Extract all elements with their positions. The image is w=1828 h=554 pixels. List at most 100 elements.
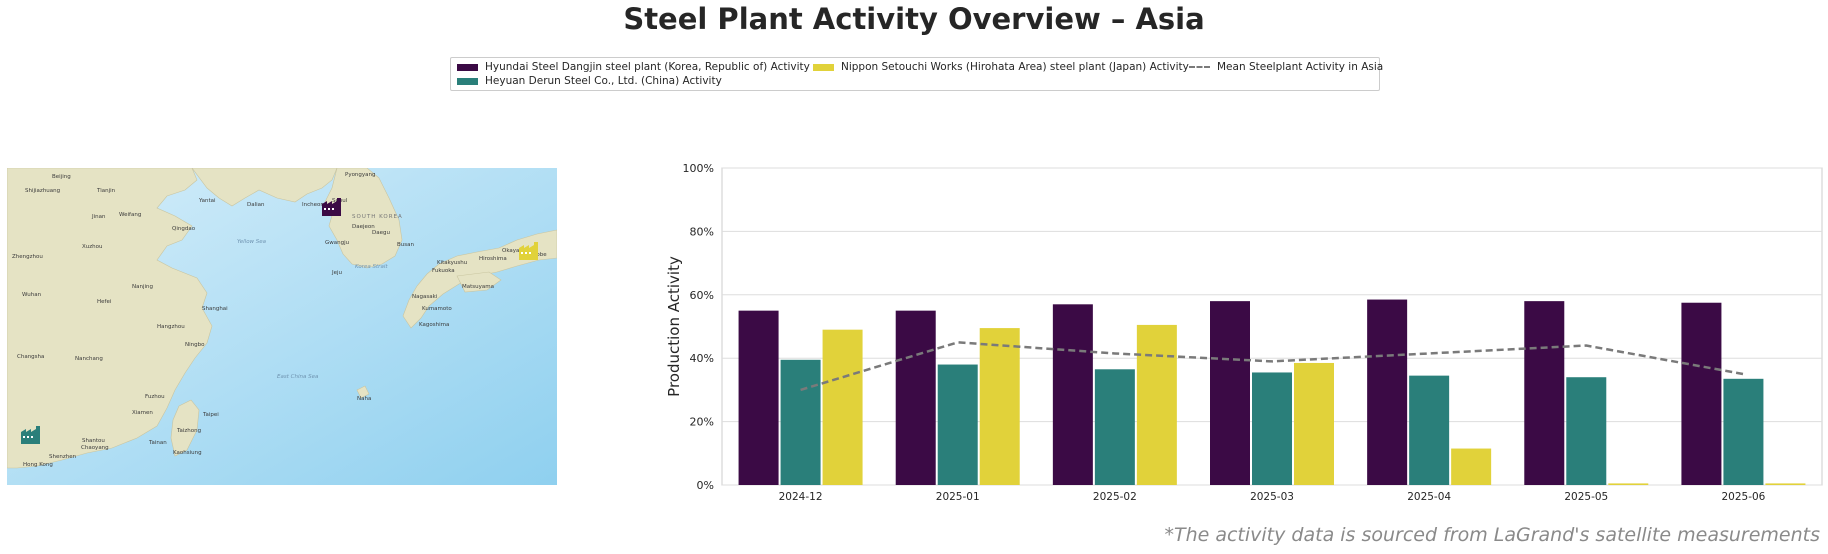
map-label: Zhengzhou bbox=[12, 254, 43, 260]
bar-heyuan bbox=[1409, 375, 1450, 485]
bar-hyundai bbox=[895, 310, 936, 485]
map-label: Changsha bbox=[17, 354, 44, 360]
legend-swatch-mean bbox=[1189, 66, 1210, 68]
factory-icon bbox=[519, 242, 538, 260]
map-label: Kitakyushu bbox=[437, 260, 467, 266]
map-label: Beijing bbox=[52, 174, 71, 180]
bar-hyundai bbox=[1367, 299, 1408, 485]
map-label: Wuhan bbox=[22, 292, 42, 298]
map-label: Tainan bbox=[148, 440, 167, 446]
mean-activity-line bbox=[800, 341, 1744, 392]
map-label: Qingdao bbox=[172, 226, 196, 232]
map-label: Shantou bbox=[82, 438, 105, 444]
map-label: Tianjin bbox=[96, 188, 116, 194]
legend-label-nippon: Nippon Setouchi Works (Hirohata Area) st… bbox=[841, 61, 1189, 73]
map-label: Weifang bbox=[119, 212, 141, 218]
map-label: Nanjing bbox=[132, 284, 153, 290]
bar-nippon bbox=[979, 328, 1020, 485]
map-label: Shenzhen bbox=[49, 454, 77, 460]
legend-swatch-hyundai bbox=[457, 63, 478, 71]
x-tick-label: 2025-05 bbox=[1564, 491, 1608, 503]
x-tick-label: 2025-02 bbox=[1093, 491, 1137, 503]
map-label: Hangzhou bbox=[157, 324, 185, 330]
map-label: Pyongyang bbox=[345, 172, 376, 178]
map-label: Kagoshima bbox=[419, 322, 449, 328]
bar-heyuan bbox=[1723, 378, 1764, 485]
factory-icon bbox=[21, 426, 40, 444]
map-label: Jeju bbox=[331, 270, 342, 276]
bar-nippon bbox=[822, 329, 863, 485]
bar-nippon bbox=[1608, 483, 1649, 485]
map-label: Taipei bbox=[202, 412, 219, 418]
map-land-liaodong bbox=[191, 168, 338, 207]
map-label: Kaohsiung bbox=[173, 450, 202, 456]
map-label: Shanghai bbox=[202, 306, 228, 312]
map-label: Kumamoto bbox=[422, 306, 452, 312]
y-tick-label: 0% bbox=[697, 479, 714, 492]
chart-legend: Hyundai Steel Dangjin steel plant (Korea… bbox=[450, 57, 1383, 91]
x-tick-label: 2025-03 bbox=[1250, 491, 1294, 503]
map-label: Hiroshima bbox=[479, 256, 507, 262]
map-label: Fukuoka bbox=[432, 268, 455, 274]
bar-hyundai bbox=[1681, 302, 1722, 485]
chart-title: Steel Plant Activity Overview – Asia bbox=[623, 2, 1205, 36]
legend-item-mean: Mean Steelplant Activity in Asia bbox=[1189, 61, 1383, 73]
map-label: Shijiazhuang bbox=[25, 188, 60, 194]
legend-item-hyundai: Hyundai Steel Dangjin steel plant (Korea… bbox=[457, 61, 810, 73]
footnote: *The activity data is sourced from LaGra… bbox=[1164, 524, 1820, 546]
bar-hyundai bbox=[738, 310, 779, 485]
map-label: Yellow Sea bbox=[237, 239, 267, 245]
map-land-japan bbox=[402, 229, 557, 329]
legend-item-heyuan: Heyuan Derun Steel Co., Ltd. (China) Act… bbox=[457, 75, 722, 87]
bar-heyuan bbox=[780, 359, 821, 485]
bar-nippon bbox=[1294, 362, 1334, 485]
legend-label-hyundai: Hyundai Steel Dangjin steel plant (Korea… bbox=[485, 61, 810, 73]
map-label: Okayama bbox=[502, 248, 528, 254]
map-label: Taizhong bbox=[176, 428, 201, 434]
map-label: Daegu bbox=[372, 230, 390, 236]
map-label: Yantai bbox=[198, 198, 216, 204]
map-land-taiwan bbox=[170, 399, 200, 457]
legend-label-mean: Mean Steelplant Activity in Asia bbox=[1217, 61, 1384, 73]
map-label: Nagasaki bbox=[412, 294, 438, 300]
bar-hyundai bbox=[1052, 304, 1093, 485]
region-map: Beijing Tianjin Shijiazhuang Jinan Weifa… bbox=[7, 168, 557, 485]
map-land-shikoku bbox=[456, 271, 502, 293]
map-label: Korea Strait bbox=[355, 264, 388, 270]
map-label: Naha bbox=[357, 396, 371, 402]
map-label: Incheon bbox=[302, 202, 324, 208]
bar-heyuan bbox=[1094, 369, 1135, 485]
map-label: Hong Kong bbox=[23, 462, 53, 468]
bar-nippon bbox=[1451, 448, 1492, 485]
bar-hyundai bbox=[1524, 301, 1565, 485]
map-label: Matsuyama bbox=[462, 284, 494, 290]
map-land-okinawa bbox=[356, 385, 370, 399]
x-tick-label: 2024-12 bbox=[779, 491, 823, 503]
bar-hyundai bbox=[1210, 301, 1250, 485]
legend-swatch-heyuan bbox=[457, 77, 478, 85]
legend-label-heyuan: Heyuan Derun Steel Co., Ltd. (China) Act… bbox=[485, 75, 722, 87]
map-label: East China Sea bbox=[277, 374, 319, 380]
map-label: Hefei bbox=[97, 299, 112, 305]
bar-heyuan bbox=[1566, 377, 1607, 485]
map-label: SOUTH KOREA bbox=[352, 214, 403, 220]
y-tick-label: 100% bbox=[683, 162, 714, 175]
map-label: Fuzhou bbox=[145, 394, 165, 400]
bar-nippon bbox=[1765, 483, 1806, 485]
bar-heyuan bbox=[937, 364, 978, 485]
map-label: Kobe bbox=[533, 252, 547, 258]
legend-item-nippon: Nippon Setouchi Works (Hirohata Area) st… bbox=[813, 61, 1189, 73]
map-label: Dalian bbox=[247, 202, 265, 208]
x-tick-label: 2025-06 bbox=[1721, 491, 1765, 503]
y-tick-label: 20% bbox=[690, 416, 714, 429]
map-label: Ningbo bbox=[185, 342, 205, 348]
y-tick-label: 40% bbox=[690, 352, 714, 365]
map-label: Gwangju bbox=[325, 240, 349, 246]
map-label: Nanchang bbox=[75, 356, 103, 362]
map-label: Daejeon bbox=[352, 224, 375, 230]
map-land-china bbox=[7, 168, 213, 469]
legend-swatch-nippon bbox=[813, 63, 834, 71]
y-axis-label: Production Activity bbox=[665, 256, 683, 397]
x-tick-label: 2025-04 bbox=[1407, 491, 1451, 503]
